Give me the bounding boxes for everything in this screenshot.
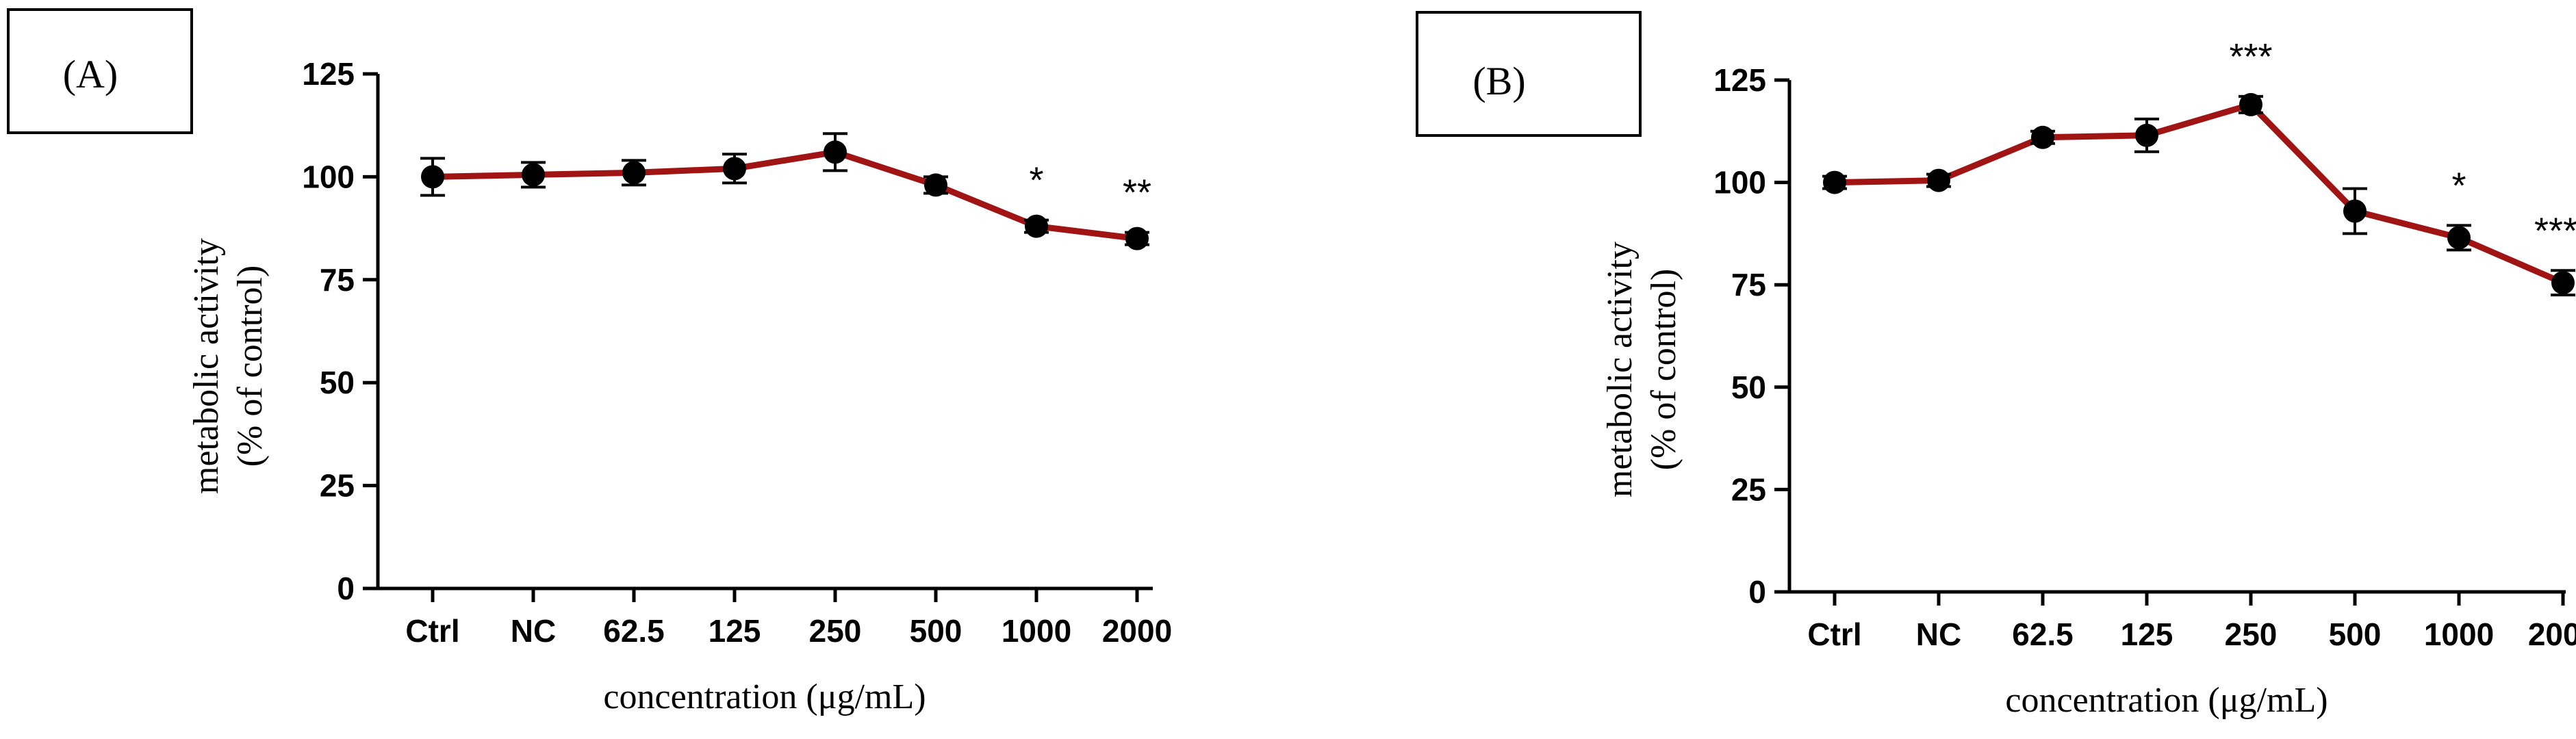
x-tick-marks-b — [1833, 592, 2565, 606]
x-tick-label: 500 — [2329, 617, 2382, 652]
data-point — [522, 163, 545, 187]
x-tick-label: NC — [511, 613, 556, 649]
data-point — [2239, 92, 2262, 116]
data-point — [1025, 214, 1048, 238]
data-point — [1927, 168, 1950, 192]
y-tick-label: 0 — [337, 571, 355, 606]
significance-label: * — [2451, 165, 2466, 206]
x-tick-label: 62.5 — [2012, 617, 2074, 652]
x-tick-labels-a: Ctrl NC 62.5 125 250 500 1000 2000 — [405, 613, 1172, 649]
data-points-a — [421, 140, 1149, 250]
x-tick-label: 1000 — [1002, 613, 1071, 649]
y-tick-label: 100 — [302, 159, 355, 194]
y-axis-label-line2-a: (% of control) — [231, 265, 270, 467]
data-point — [723, 157, 746, 181]
y-tick-label: 50 — [320, 365, 355, 400]
data-point — [2447, 226, 2471, 250]
y-tick-label: 25 — [1731, 471, 1766, 507]
x-axis-label-b: concentration (μg/mL) — [2005, 681, 2328, 720]
y-tick-label: 125 — [302, 56, 355, 92]
x-tick-label: 2000 — [2528, 617, 2576, 652]
y-tick-label: 0 — [1748, 574, 1766, 610]
data-point — [1125, 226, 1149, 250]
x-tick-label: 125 — [2121, 617, 2173, 652]
significance-labels-a: * ** — [1029, 160, 1151, 213]
x-axis-label-a: concentration (μg/mL) — [603, 677, 926, 716]
data-point — [824, 140, 847, 164]
y-tick-labels-a: 0 25 50 75 100 125 — [302, 56, 355, 606]
y-tick-label: 75 — [320, 262, 355, 298]
y-axis-label-line2-b: (% of control) — [1644, 269, 1683, 471]
x-tick-label: 2000 — [1102, 613, 1172, 649]
data-point — [2135, 123, 2158, 147]
x-tick-labels-b: Ctrl NC 62.5 125 250 500 1000 2000 — [1807, 617, 2576, 652]
significance-label: **** — [2534, 210, 2576, 251]
chart-panel-a: (A) metabolic activity (% of control) co… — [7, 8, 1172, 716]
x-tick-marks-a — [431, 588, 1139, 602]
y-tick-label: 125 — [1713, 62, 1766, 98]
x-tick-label: 1000 — [2424, 617, 2494, 652]
significance-labels-b: ******** — [2229, 36, 2576, 251]
x-tick-label: NC — [1916, 617, 1961, 652]
x-tick-label: 62.5 — [603, 613, 665, 649]
panel-label-a: (A) — [63, 52, 118, 96]
data-point — [2031, 125, 2054, 149]
y-axis-label-line1-b: metabolic activity — [1601, 242, 1640, 497]
x-tick-label: Ctrl — [1807, 617, 1861, 652]
y-tick-marks-b — [1774, 78, 1789, 594]
y-tick-label: 75 — [1731, 267, 1766, 302]
chart-panel-b: (B) metabolic activity (% of control) co… — [1416, 11, 2576, 720]
x-tick-label: Ctrl — [405, 613, 459, 649]
x-tick-label: 125 — [709, 613, 761, 649]
significance-label: ** — [1123, 172, 1151, 213]
data-point — [2551, 271, 2575, 295]
y-tick-labels-b: 0 25 50 75 100 125 — [1713, 62, 1766, 610]
data-point — [924, 173, 947, 197]
data-point — [1823, 170, 1846, 194]
data-point — [421, 165, 444, 189]
y-tick-label: 50 — [1731, 370, 1766, 405]
significance-label: * — [1029, 160, 1043, 201]
data-point — [2343, 199, 2367, 223]
significance-label: *** — [2229, 36, 2272, 77]
x-tick-label: 250 — [809, 613, 862, 649]
series-line-b — [1834, 101, 2564, 286]
x-tick-label: 500 — [910, 613, 962, 649]
data-point — [622, 161, 646, 185]
y-tick-label: 25 — [320, 468, 355, 504]
panel-label-b: (B) — [1472, 59, 1525, 103]
x-tick-label: 250 — [2225, 617, 2278, 652]
y-axis-label-line1-a: metabolic activity — [187, 238, 226, 494]
y-tick-label: 100 — [1713, 165, 1766, 200]
panel-label-box-b — [1416, 11, 1642, 137]
data-points-b — [1823, 92, 2575, 295]
y-tick-marks-a — [363, 72, 378, 591]
series-line-a — [432, 148, 1138, 242]
panel-label-box-a — [7, 8, 193, 134]
